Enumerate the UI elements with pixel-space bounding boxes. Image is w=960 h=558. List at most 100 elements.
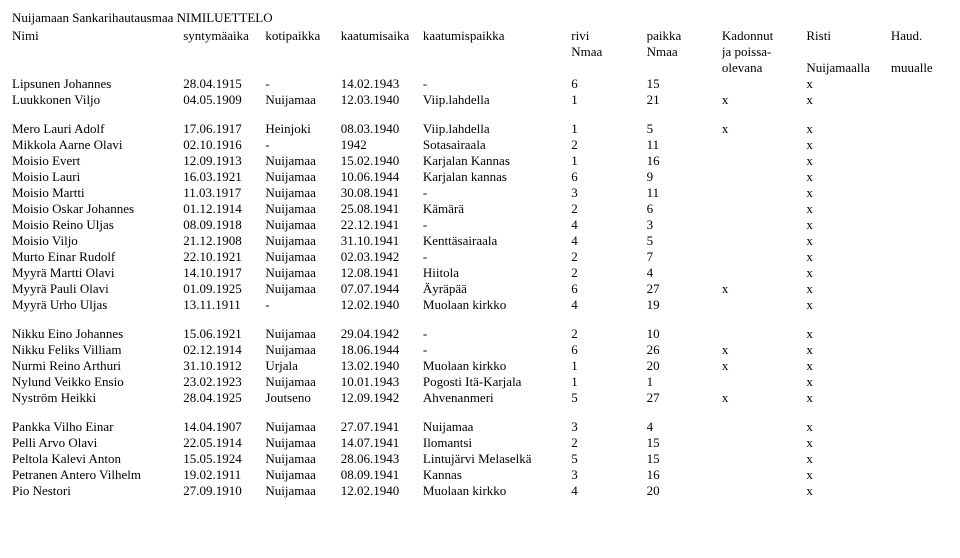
col-mia-3: olevana [722, 60, 806, 76]
cell-dod: 14.02.1943 [341, 76, 423, 92]
cell-bury [891, 435, 948, 451]
cell-home: Nuijamaa [265, 326, 340, 342]
table-row: Moisio Lauri16.03.1921Nuijamaa10.06.1944… [12, 169, 948, 185]
cell-name: Nylund Veikko Ensio [12, 374, 183, 390]
cell-place: Kenttäsairaala [423, 233, 571, 249]
cell-dob: 15.05.1924 [183, 451, 265, 467]
cell-bury [891, 76, 948, 92]
cell-home: Nuijamaa [265, 374, 340, 390]
cell-cross: x [806, 217, 890, 233]
cell-bury [891, 217, 948, 233]
table-row: Nikku Eino Johannes15.06.1921Nuijamaa29.… [12, 326, 948, 342]
col-dob: syntymäaika [183, 28, 265, 44]
page-title: Nuijamaan Sankarihautausmaa NIMILUETTELO [12, 10, 948, 26]
table-row: Murto Einar Rudolf22.10.1921Nuijamaa02.0… [12, 249, 948, 265]
cell-home: Nuijamaa [265, 169, 340, 185]
cell-row: 2 [571, 326, 646, 342]
table-row: Moisio Reino Uljas08.09.1918Nuijamaa22.1… [12, 217, 948, 233]
cell-name: Pio Nestori [12, 483, 183, 499]
cell-dob: 22.05.1914 [183, 435, 265, 451]
cell-home: Nuijamaa [265, 467, 340, 483]
cell-bury [891, 233, 948, 249]
cell-home: Nuijamaa [265, 265, 340, 281]
cell-name: Myyrä Urho Uljas [12, 297, 183, 313]
cell-mia [722, 419, 806, 435]
table-row: Peltola Kalevi Anton15.05.1924Nuijamaa28… [12, 451, 948, 467]
cell-mia [722, 249, 806, 265]
cell-seat: 26 [647, 342, 722, 358]
table-row: Myyrä Urho Uljas13.11.1911-12.02.1940Muo… [12, 297, 948, 313]
cell-place: Muolaan kirkko [423, 297, 571, 313]
cell-cross: x [806, 153, 890, 169]
cell-row: 6 [571, 76, 646, 92]
cell-dob: 13.11.1911 [183, 297, 265, 313]
cell-place: Muolaan kirkko [423, 483, 571, 499]
cell-home: Nuijamaa [265, 483, 340, 499]
cell-bury [891, 185, 948, 201]
table-row: Nyström Heikki28.04.1925Joutseno12.09.19… [12, 390, 948, 406]
cell-name: Pankka Vilho Einar [12, 419, 183, 435]
cell-dob: 21.12.1908 [183, 233, 265, 249]
table-body: Lipsunen Johannes28.04.1915-14.02.1943-6… [12, 76, 948, 499]
cell-home: Nuijamaa [265, 217, 340, 233]
cell-cross: x [806, 483, 890, 499]
cell-dod: 15.02.1940 [341, 153, 423, 169]
cell-name: Murto Einar Rudolf [12, 249, 183, 265]
cell-dob: 22.10.1921 [183, 249, 265, 265]
cell-place: - [423, 76, 571, 92]
cell-seat: 4 [647, 265, 722, 281]
col-row: rivi [571, 28, 646, 44]
table-row: Nurmi Reino Arthuri31.10.1912Urjala13.02… [12, 358, 948, 374]
table-row: Myyrä Pauli Olavi01.09.1925Nuijamaa07.07… [12, 281, 948, 297]
cell-mia [722, 483, 806, 499]
cell-row: 6 [571, 169, 646, 185]
cell-cross: x [806, 435, 890, 451]
cell-seat: 11 [647, 185, 722, 201]
cell-bury [891, 451, 948, 467]
cell-seat: 1 [647, 374, 722, 390]
cell-mia [722, 76, 806, 92]
cell-mia [722, 451, 806, 467]
col-home: kotipaikka [265, 28, 340, 44]
cell-name: Moisio Viljo [12, 233, 183, 249]
cell-place: Karjalan kannas [423, 169, 571, 185]
cell-dob: 02.10.1916 [183, 137, 265, 153]
cell-dob: 28.04.1925 [183, 390, 265, 406]
cell-mia: x [722, 92, 806, 108]
cell-mia: x [722, 281, 806, 297]
cell-mia: x [722, 342, 806, 358]
cell-home: Nuijamaa [265, 419, 340, 435]
cell-place: - [423, 185, 571, 201]
cell-seat: 11 [647, 137, 722, 153]
cell-bury [891, 390, 948, 406]
cell-place: Äyräpää [423, 281, 571, 297]
cell-dod: 12.02.1940 [341, 483, 423, 499]
cell-mia [722, 435, 806, 451]
cell-place: Kannas [423, 467, 571, 483]
cell-mia [722, 374, 806, 390]
cell-name: Peltola Kalevi Anton [12, 451, 183, 467]
col-mia-2: ja poissa- [722, 44, 806, 60]
cell-dob: 12.09.1913 [183, 153, 265, 169]
cell-bury [891, 281, 948, 297]
cell-place: Hiitola [423, 265, 571, 281]
cell-dod: 12.03.1940 [341, 92, 423, 108]
cell-seat: 20 [647, 358, 722, 374]
cell-dob: 16.03.1921 [183, 169, 265, 185]
table-row: Luukkonen Viljo04.05.1909Nuijamaa12.03.1… [12, 92, 948, 108]
cell-mia [722, 265, 806, 281]
cell-cross: x [806, 265, 890, 281]
cell-home: Joutseno [265, 390, 340, 406]
cell-dod: 28.06.1943 [341, 451, 423, 467]
cell-dob: 14.04.1907 [183, 419, 265, 435]
cell-home: Nuijamaa [265, 153, 340, 169]
cell-dob: 11.03.1917 [183, 185, 265, 201]
cell-dod: 22.12.1941 [341, 217, 423, 233]
table-row: Petranen Antero Vilhelm19.02.1911Nuijama… [12, 467, 948, 483]
cell-cross: x [806, 121, 890, 137]
cell-dod: 12.08.1941 [341, 265, 423, 281]
cell-seat: 9 [647, 169, 722, 185]
cell-bury [891, 358, 948, 374]
cell-dod: 12.02.1940 [341, 297, 423, 313]
cell-home: Nuijamaa [265, 451, 340, 467]
